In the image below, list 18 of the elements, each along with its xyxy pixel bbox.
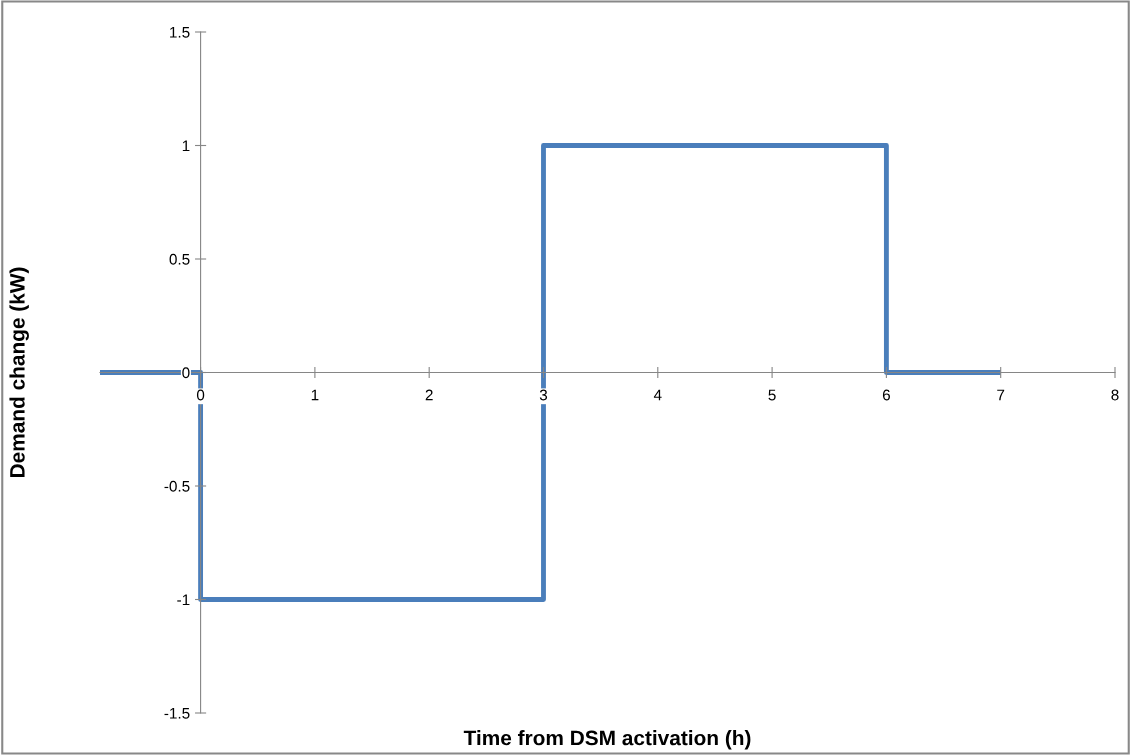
y-tick-label: 0.5 xyxy=(169,253,190,265)
x-tick-label: 6 xyxy=(882,389,890,401)
x-tick-label: 7 xyxy=(997,389,1005,401)
y-axis-title: Demand change (kW) xyxy=(9,267,29,478)
x-tick-label: 2 xyxy=(425,389,433,401)
x-tick-label: 8 xyxy=(1111,389,1119,401)
y-tick-label: 1.5 xyxy=(170,27,190,38)
x-tick-label: 3 xyxy=(539,389,548,401)
y-tick-label: -0.5 xyxy=(164,480,190,492)
y-tick-label: -1.5 xyxy=(164,708,190,719)
x-tick-label: 1 xyxy=(311,389,319,401)
x-tick-label: 4 xyxy=(653,389,662,401)
y-tick-label: -1 xyxy=(177,594,190,606)
y-tick-label: 1 xyxy=(182,140,190,152)
y-tick-label: 0 xyxy=(182,367,190,379)
x-axis-title: Time from DSM activation (h) xyxy=(463,730,751,750)
x-tick-label: 5 xyxy=(768,389,776,401)
x-tick-label: 0 xyxy=(196,389,205,401)
